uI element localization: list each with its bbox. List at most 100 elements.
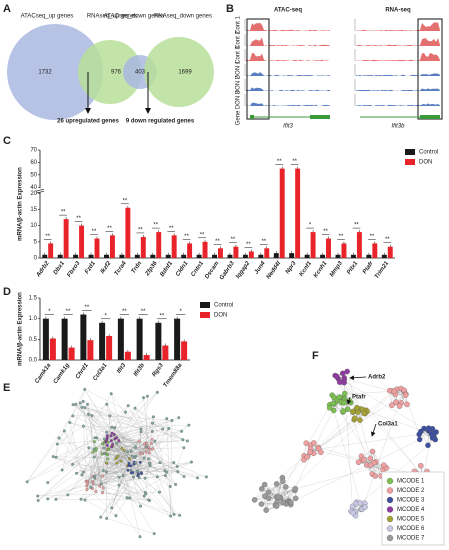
panel-label: E	[3, 382, 10, 394]
network-edge	[344, 377, 361, 410]
significance: **	[323, 229, 328, 235]
network-edge	[106, 431, 142, 440]
network-node	[341, 400, 347, 406]
significance: **	[92, 229, 97, 235]
network-node	[349, 503, 356, 510]
network-edge	[80, 402, 171, 517]
network-edge	[333, 410, 361, 504]
network-node	[115, 436, 119, 440]
network-node	[99, 482, 103, 486]
network-edge	[108, 449, 149, 459]
network-node	[129, 464, 133, 468]
network-edge	[88, 447, 112, 508]
x-tick-label: Trdn	[131, 260, 144, 275]
x-tick-label: Ifit3b	[133, 362, 146, 377]
bar	[106, 336, 113, 360]
network-node	[105, 430, 109, 434]
x-tick-label: Chrd1	[75, 362, 90, 380]
network-node	[112, 432, 116, 436]
network-node	[367, 455, 374, 462]
legend-swatch	[405, 149, 415, 155]
panel-label: C	[3, 135, 11, 147]
network-node	[161, 427, 165, 431]
network-node	[158, 461, 162, 465]
network-node	[155, 475, 159, 479]
network-edge	[92, 462, 118, 482]
network-node	[99, 515, 103, 519]
network-node	[172, 461, 176, 465]
bar	[227, 254, 233, 258]
network-edge	[100, 431, 153, 518]
network-node	[120, 446, 124, 450]
network-edge	[58, 437, 93, 482]
track-signal	[356, 22, 440, 31]
venn-count: 976	[111, 70, 122, 76]
bar	[341, 243, 347, 258]
network-node	[425, 425, 432, 431]
network-node	[350, 509, 356, 516]
network-edge	[140, 425, 189, 454]
venn-title: RNAseq_down genes	[154, 14, 212, 20]
network-edge	[80, 402, 123, 449]
x-tick-label: Cntn1	[190, 260, 205, 278]
significance: **	[292, 159, 297, 165]
network-node	[134, 445, 137, 449]
network-edge	[93, 483, 149, 501]
network-node	[114, 456, 118, 460]
network-node	[280, 478, 286, 485]
track-signal	[246, 102, 330, 106]
network-node	[54, 497, 58, 501]
network-edge	[107, 458, 155, 534]
network-node	[311, 440, 317, 446]
network-edge	[116, 437, 141, 537]
highlight-box	[246, 18, 270, 120]
network-node	[54, 455, 58, 459]
venn-count: 1699	[178, 70, 192, 76]
network-node	[155, 390, 159, 394]
bar	[136, 318, 143, 360]
x-tick-label: Gabrb3	[219, 260, 236, 281]
network-node	[71, 462, 75, 466]
arrow	[370, 423, 377, 437]
network-edge	[362, 390, 404, 510]
network-node	[433, 429, 439, 435]
bar	[320, 254, 326, 258]
bar	[289, 253, 295, 258]
network-edge	[102, 492, 150, 501]
x-tick-label: Ptafr	[362, 260, 375, 275]
network-node	[165, 417, 169, 421]
significance: **	[141, 309, 146, 315]
bar	[143, 355, 150, 360]
legend-swatch	[386, 477, 394, 485]
venn-count: 1732	[38, 70, 52, 76]
network-edge	[111, 427, 167, 473]
legend-swatch	[386, 515, 394, 523]
network-edge	[84, 451, 132, 501]
network-node	[189, 460, 193, 464]
network-edge	[372, 451, 384, 466]
network-edge	[360, 439, 436, 504]
network-edge	[135, 462, 158, 478]
network-node	[107, 448, 111, 452]
network-node	[121, 474, 125, 478]
track-signal	[356, 37, 440, 46]
network-node	[145, 445, 149, 448]
network-node	[93, 436, 97, 440]
network-edge	[94, 461, 192, 477]
track-title: ATAC-seq	[274, 8, 302, 14]
network-edge	[134, 408, 183, 440]
network-node	[113, 426, 117, 430]
network-node	[137, 439, 141, 443]
bar	[242, 254, 248, 258]
network-node	[101, 474, 105, 478]
legend-swatch	[200, 302, 210, 308]
x-tick-label: Ikzf2	[100, 260, 113, 275]
network-node	[115, 461, 119, 465]
network-edge	[94, 437, 100, 487]
legend-swatch	[386, 534, 394, 542]
network-edge	[276, 483, 296, 499]
network-edge	[100, 449, 150, 518]
bar	[150, 254, 156, 258]
network-edge	[335, 375, 424, 477]
network-node	[138, 451, 142, 455]
